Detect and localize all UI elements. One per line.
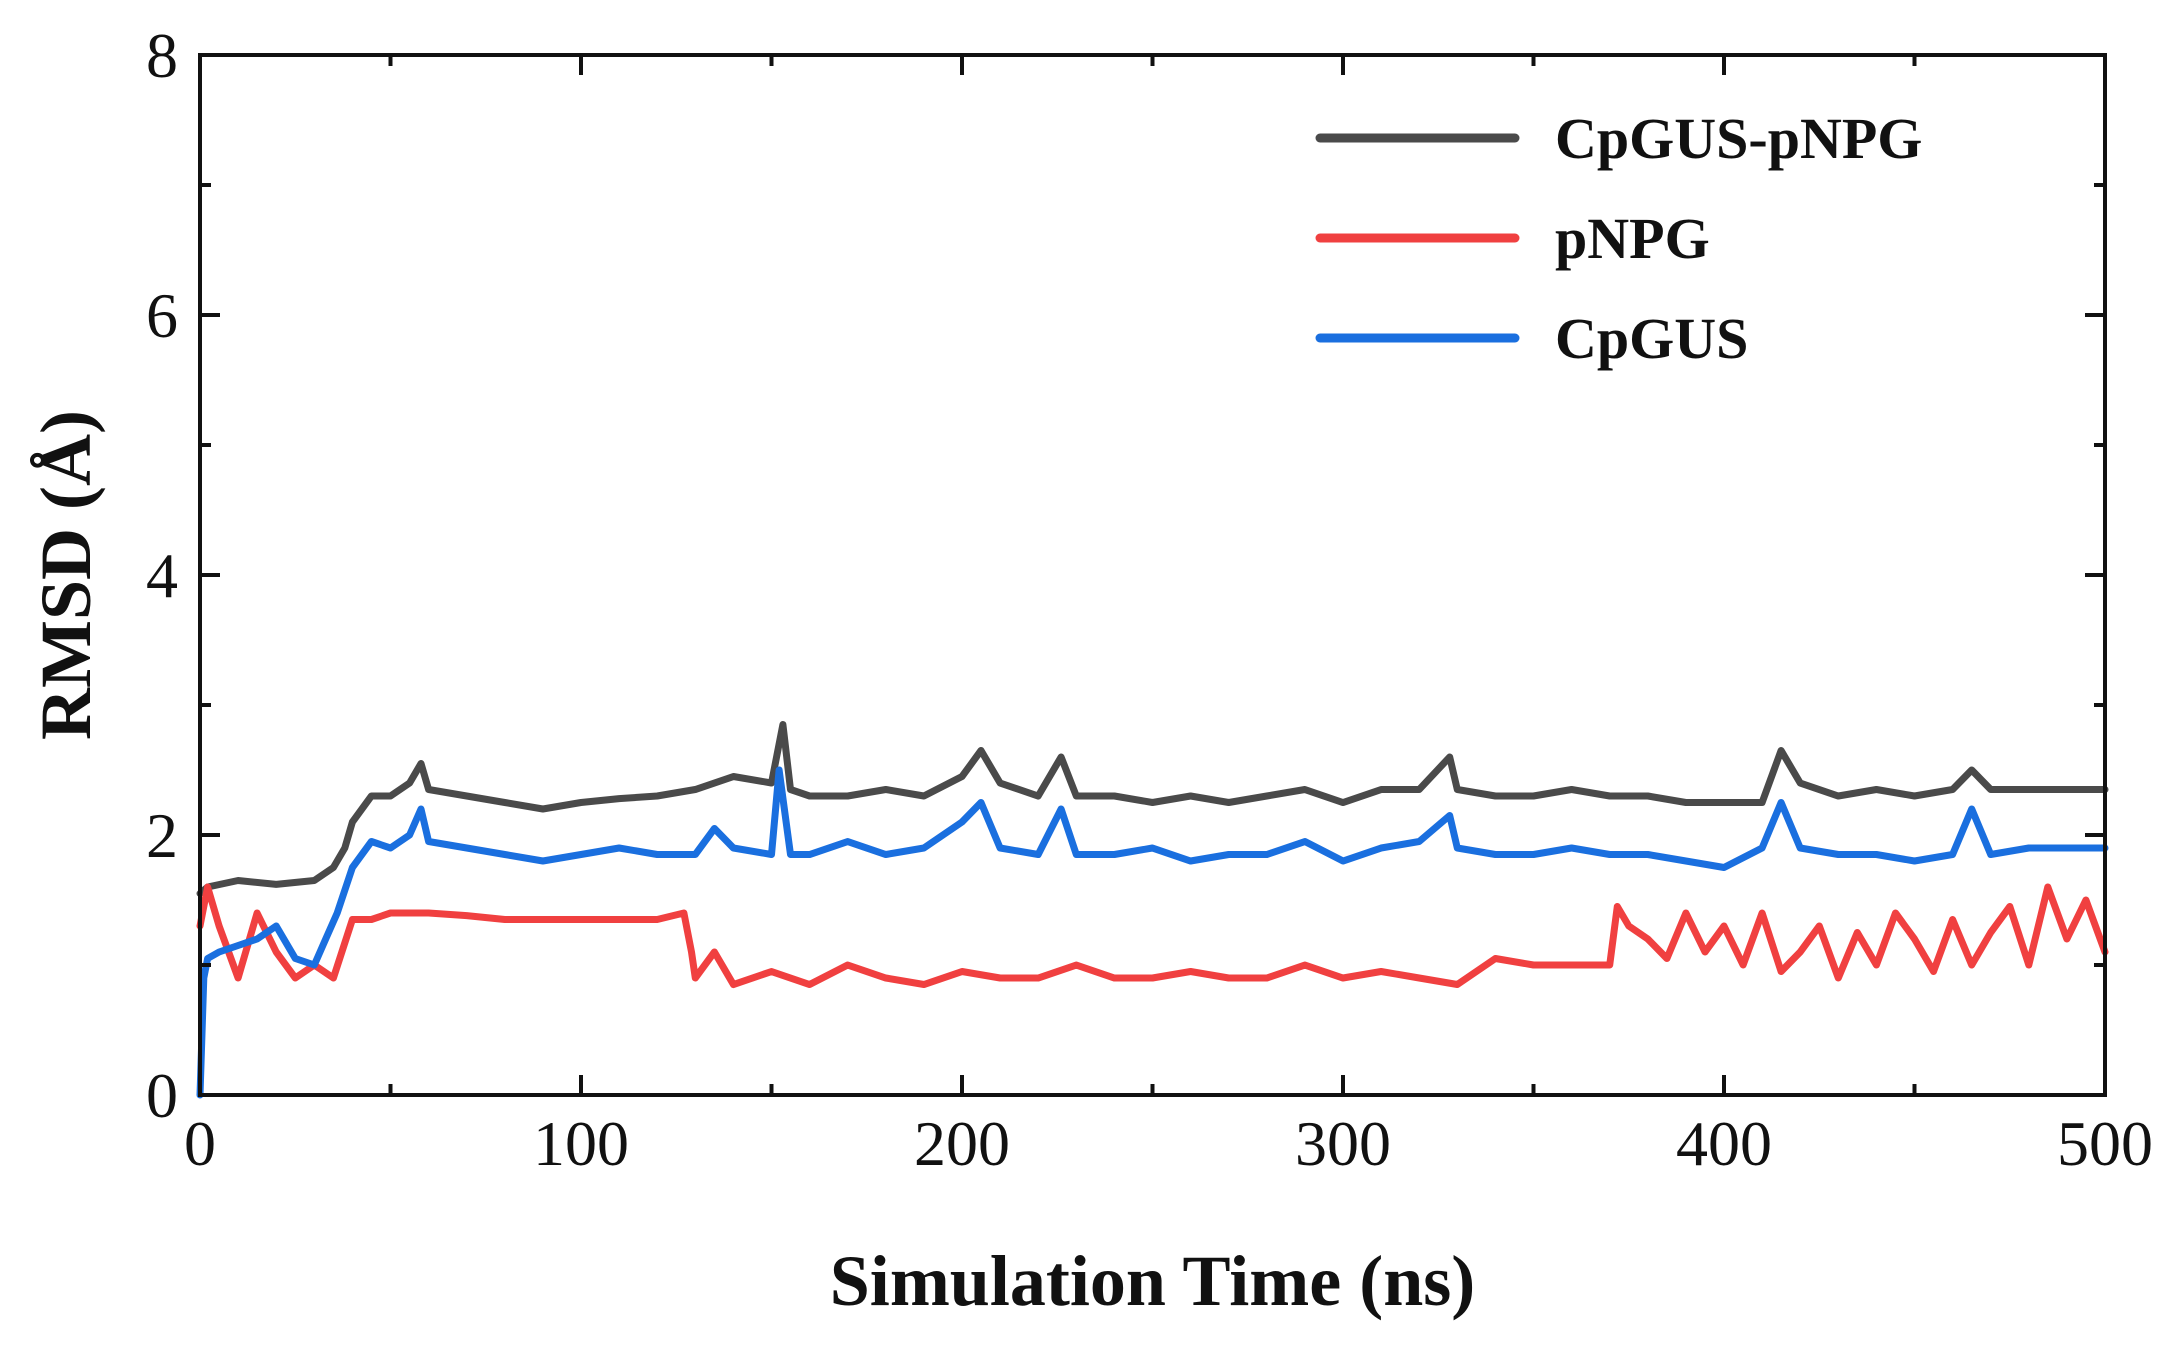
y-tick-label: 0 bbox=[146, 1060, 178, 1131]
series-line-cpgus-pnpg bbox=[196, 721, 2109, 897]
plot-frame bbox=[198, 53, 2107, 1097]
series-layer bbox=[196, 721, 2109, 1099]
legend-label-pnpg: pNPG bbox=[1555, 206, 1710, 271]
x-axis-title: Simulation Time (ns) bbox=[830, 1241, 1475, 1321]
legend: CpGUS-pNPG pNPG CpGUS bbox=[1315, 106, 1922, 371]
x-tick-label: 500 bbox=[2057, 1108, 2153, 1179]
x-tick-label: 400 bbox=[1676, 1108, 1772, 1179]
y-tick-label: 8 bbox=[146, 20, 178, 91]
y-axis-title: RMSD (Å) bbox=[26, 410, 106, 740]
axes-layer: 0 100 200 300 400 500 0 2 4 6 8 bbox=[146, 20, 2153, 1179]
x-tick-label: 300 bbox=[1295, 1108, 1391, 1179]
y-tick-label: 4 bbox=[146, 540, 178, 611]
x-tick-label: 100 bbox=[533, 1108, 629, 1179]
legend-label-cpgus-pnpg: CpGUS-pNPG bbox=[1555, 106, 1922, 171]
series-line-cpgus bbox=[196, 766, 2109, 1099]
x-tick-label: 200 bbox=[914, 1108, 1010, 1179]
series-line-pnpg bbox=[196, 883, 2109, 988]
x-tick-label: 0 bbox=[184, 1108, 216, 1179]
y-tick-label: 6 bbox=[146, 280, 178, 351]
legend-label-cpgus: CpGUS bbox=[1555, 306, 1748, 371]
y-tick-label: 2 bbox=[146, 800, 178, 871]
